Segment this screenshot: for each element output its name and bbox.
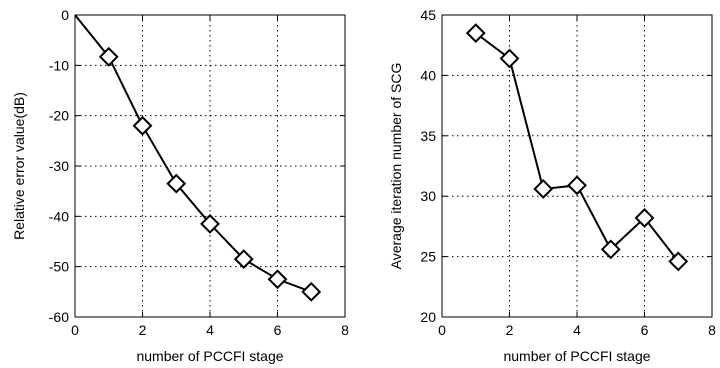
y-tick-label: -50: [49, 259, 69, 275]
axis-ticks: 0 2 4 6 8 -60 -50 -40 -30 -20 -10 0: [49, 7, 349, 338]
y-tick-label: 25: [420, 249, 436, 265]
y-tick-label: -60: [49, 309, 69, 325]
data-point-marker: [600, 239, 621, 260]
x-axis-label: number of PCCFI stage: [136, 348, 283, 364]
y-tick-label: 0: [61, 7, 69, 23]
series-line: [475, 32, 680, 263]
y-tick-label: 45: [420, 7, 436, 23]
x-tick-label: 8: [341, 322, 349, 338]
grid-lines: [442, 15, 712, 317]
x-tick-label: 6: [641, 322, 649, 338]
y-tick-label: 30: [420, 188, 436, 204]
x-tick-label: 4: [206, 322, 214, 338]
x-tick-label: 0: [438, 322, 446, 338]
series-relative-error: [74, 14, 322, 302]
y-axis-label: Relative error value(dB): [11, 92, 27, 240]
x-tick-label: 2: [506, 322, 514, 338]
x-tick-label: 8: [708, 322, 716, 338]
x-tick-label: 2: [139, 322, 147, 338]
data-point-marker: [132, 115, 153, 136]
x-axis-label: number of PCCFI stage: [503, 348, 650, 364]
data-point-marker: [233, 249, 254, 270]
data-point-marker: [465, 23, 486, 44]
axis-ticks: 0 2 4 6 8 20 25 30 35 40 45: [420, 7, 716, 338]
data-point-marker: [499, 48, 520, 69]
x-tick-label: 6: [274, 322, 282, 338]
data-point-marker: [668, 251, 689, 272]
x-tick-label: 0: [71, 322, 79, 338]
chart-relative-error: 0 2 4 6 8 -60 -50 -40 -30 -20 -10 0 number of PCCFI…: [11, 7, 349, 364]
x-tick-label: 4: [573, 322, 581, 338]
data-point-marker: [634, 208, 655, 228]
y-tick-label: 20: [420, 309, 436, 325]
y-tick-label: 40: [420, 67, 436, 83]
data-point-marker: [166, 173, 187, 194]
y-axis-label: Average iteration number of SCG: [388, 63, 404, 270]
y-tick-label: -30: [49, 158, 69, 174]
data-point-marker: [567, 175, 587, 196]
grid-lines: [75, 15, 345, 317]
y-tick-label: -40: [49, 208, 69, 224]
data-point-marker: [533, 179, 554, 199]
y-tick-label: -20: [49, 108, 69, 124]
series-average-iteration: [465, 23, 689, 272]
y-tick-label: -10: [49, 57, 69, 73]
data-point-marker: [98, 46, 119, 67]
data-point-marker: [267, 269, 288, 290]
y-tick-label: 35: [420, 128, 436, 144]
data-point-marker: [301, 281, 322, 302]
data-point-marker: [200, 213, 220, 234]
